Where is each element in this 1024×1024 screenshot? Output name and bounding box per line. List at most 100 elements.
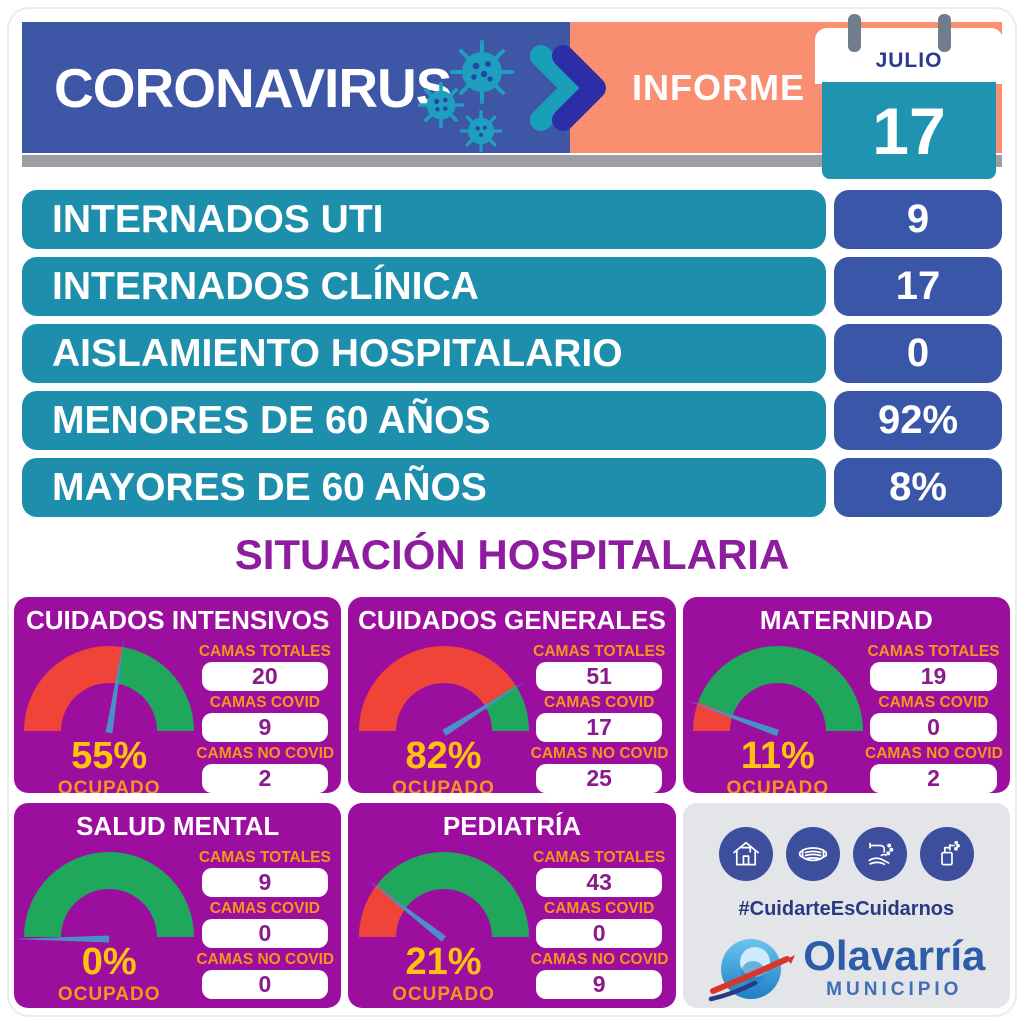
stat-value: 92% (834, 391, 1002, 450)
stat-row-internados-uti: INTERNADOS UTI 9 (22, 190, 1002, 249)
card-title: CUIDADOS GENERALES (358, 605, 666, 635)
calendar-ring-icon (938, 14, 951, 52)
stat-row-menores-60: MENORES DE 60 AÑOS 92% (22, 391, 1002, 450)
beds-column: CAMAS TOTALES 9 CAMAS COVID 0 CAMAS NO C… (196, 844, 334, 1006)
bed-value: 2 (201, 764, 328, 793)
bed-value: 20 (201, 662, 328, 691)
beds-column: CAMAS TOTALES 43 CAMAS COVID 0 CAMAS NO … (531, 844, 668, 1006)
bed-label: CAMAS TOTALES (198, 643, 331, 660)
stats-list: INTERNADOS UTI 9 INTERNADOS CLÍNICA 17 A… (22, 190, 1002, 525)
chevron-right-icon (530, 45, 606, 131)
stat-label: MAYORES DE 60 AÑOS (22, 458, 826, 517)
bed-label: CAMAS COVID (209, 694, 320, 711)
percent-value: 82% (405, 735, 482, 777)
bed-value: 0 (201, 919, 328, 948)
percent-caption: OCUPADO (57, 984, 161, 1005)
stat-row-aislamiento: AISLAMIENTO HOSPITALARIO 0 (22, 324, 1002, 383)
bed-label: CAMAS TOTALES (533, 849, 666, 866)
card-title: CUIDADOS INTENSIVOS (25, 605, 330, 635)
house-icon (718, 827, 773, 881)
calendar-day-panel: 17 (822, 82, 996, 179)
bed-label: CAMAS TOTALES (198, 849, 331, 866)
bed-value: 17 (536, 713, 663, 742)
card-body: 55% OCUPADO CAMAS TOTALES 20 CAMAS COVID… (22, 638, 335, 793)
stat-label: INTERNADOS UTI (22, 190, 826, 249)
divider-bar (22, 155, 1002, 167)
card-body: 82% OCUPADO CAMAS TOTALES 51 CAMAS COVID… (356, 638, 668, 793)
hashtag-text: #CuidarteEsCuidarnos (738, 898, 955, 920)
gauge-column: 55% OCUPADO (22, 638, 196, 793)
bed-value: 2 (870, 764, 997, 793)
bed-label: CAMAS TOTALES (867, 643, 1000, 660)
logo-name: Olavarría (803, 932, 986, 979)
bed-value: 25 (536, 764, 663, 793)
occupancy-gauge (358, 852, 529, 937)
report-badge: INFORME (632, 66, 805, 108)
mask-icon (785, 827, 840, 881)
bed-value: 19 (870, 662, 997, 691)
bed-label: CAMAS COVID (544, 694, 655, 711)
card-body: 0% OCUPADO CAMAS TOTALES 9 CAMAS COVID 0… (22, 844, 334, 1006)
virus-icon (460, 110, 502, 152)
percent-caption: OCUPADO (392, 778, 495, 793)
bed-label: CAMAS COVID (544, 900, 655, 917)
calendar-month: JULIO (875, 49, 943, 72)
gauge-column: 82% OCUPADO (356, 638, 530, 793)
virus-icon (450, 40, 514, 104)
card-pediatria: PEDIATRÍA 21% OCUPADO CAMAS TOTALES 43 C… (348, 803, 676, 1008)
virus-icon (418, 82, 464, 128)
stat-row-internados-clinica: INTERNADOS CLÍNICA 17 (22, 257, 1002, 316)
percent-value: 21% (405, 941, 482, 983)
bed-value: 51 (536, 662, 663, 691)
olavarria-logo: Olavarría MUNICIPIO (707, 929, 985, 1007)
bed-value: 0 (536, 919, 663, 948)
card-cuidados-generales: CUIDADOS GENERALES 82% OCUPADO CAMAS TOT… (348, 597, 676, 793)
stat-label: INTERNADOS CLÍNICA (22, 257, 826, 316)
hospital-cards-grid: CUIDADOS INTENSIVOS 55% OCUPADO CAMAS TO… (14, 597, 1010, 1008)
calendar-month-panel: JULIO (815, 28, 1003, 84)
stat-label: MENORES DE 60 AÑOS (22, 391, 826, 450)
bed-label: CAMAS COVID (878, 694, 989, 711)
percent-value: 55% (71, 735, 148, 777)
gauge-column: 11% OCUPADO (691, 638, 865, 793)
bed-value: 0 (201, 970, 328, 999)
page-title: CORONAVIRUS (54, 56, 452, 119)
occupancy-gauge (24, 646, 195, 731)
card-maternidad: MATERNIDAD 11% OCUPADO CAMAS TOTALES 19 … (682, 597, 1010, 793)
percent-caption: OCUPADO (392, 984, 495, 1005)
handwash-icon (852, 827, 907, 881)
calendar-ring-icon (848, 14, 861, 52)
card-body: 11% OCUPADO CAMAS TOTALES 19 CAMAS COVID… (691, 638, 1003, 793)
percent-caption: OCUPADO (57, 778, 161, 793)
stat-value: 17 (834, 257, 1002, 316)
spray-icon (919, 827, 974, 881)
section-title: SITUACIÓN HOSPITALARIA (234, 531, 790, 578)
prevention-footer-card: #CuidarteEsCuidarnos Olavar (682, 803, 1010, 1008)
beds-column: CAMAS TOTALES 19 CAMAS COVID 0 CAMAS NO … (865, 638, 1003, 793)
logo-subtitle: MUNICIPIO (826, 979, 963, 1000)
stat-value: 0 (834, 324, 1002, 383)
stat-row-mayores-60: MAYORES DE 60 AÑOS 8% (22, 458, 1002, 517)
beds-column: CAMAS TOTALES 20 CAMAS COVID 9 CAMAS NO … (196, 638, 335, 793)
percent-value: 0% (81, 941, 137, 983)
occupancy-gauge (693, 646, 863, 731)
percent-caption: OCUPADO (726, 778, 830, 793)
bed-value: 9 (536, 970, 663, 999)
card-body: 21% OCUPADO CAMAS TOTALES 43 CAMAS COVID… (356, 844, 668, 1006)
bed-label: CAMAS TOTALES (533, 643, 666, 660)
card-title: SALUD MENTAL (76, 811, 280, 841)
bed-label: CAMAS NO COVID (865, 745, 1003, 762)
card-title: PEDIATRÍA (442, 811, 582, 841)
occupancy-gauge (358, 646, 529, 731)
bed-value: 9 (201, 868, 328, 897)
card-salud-mental: SALUD MENTAL 0% OCUPADO CAMAS TOTALES 9 … (14, 803, 342, 1008)
bed-value: 9 (201, 713, 328, 742)
beds-column: CAMAS TOTALES 51 CAMAS COVID 17 CAMAS NO… (531, 638, 668, 793)
bed-label: CAMAS NO COVID (196, 745, 335, 762)
bed-value: 43 (536, 868, 663, 897)
bed-label: CAMAS NO COVID (530, 745, 669, 762)
bed-label: CAMAS COVID (209, 900, 320, 917)
calendar-day: 17 (872, 93, 946, 168)
gauge-column: 0% OCUPADO (22, 844, 196, 1006)
